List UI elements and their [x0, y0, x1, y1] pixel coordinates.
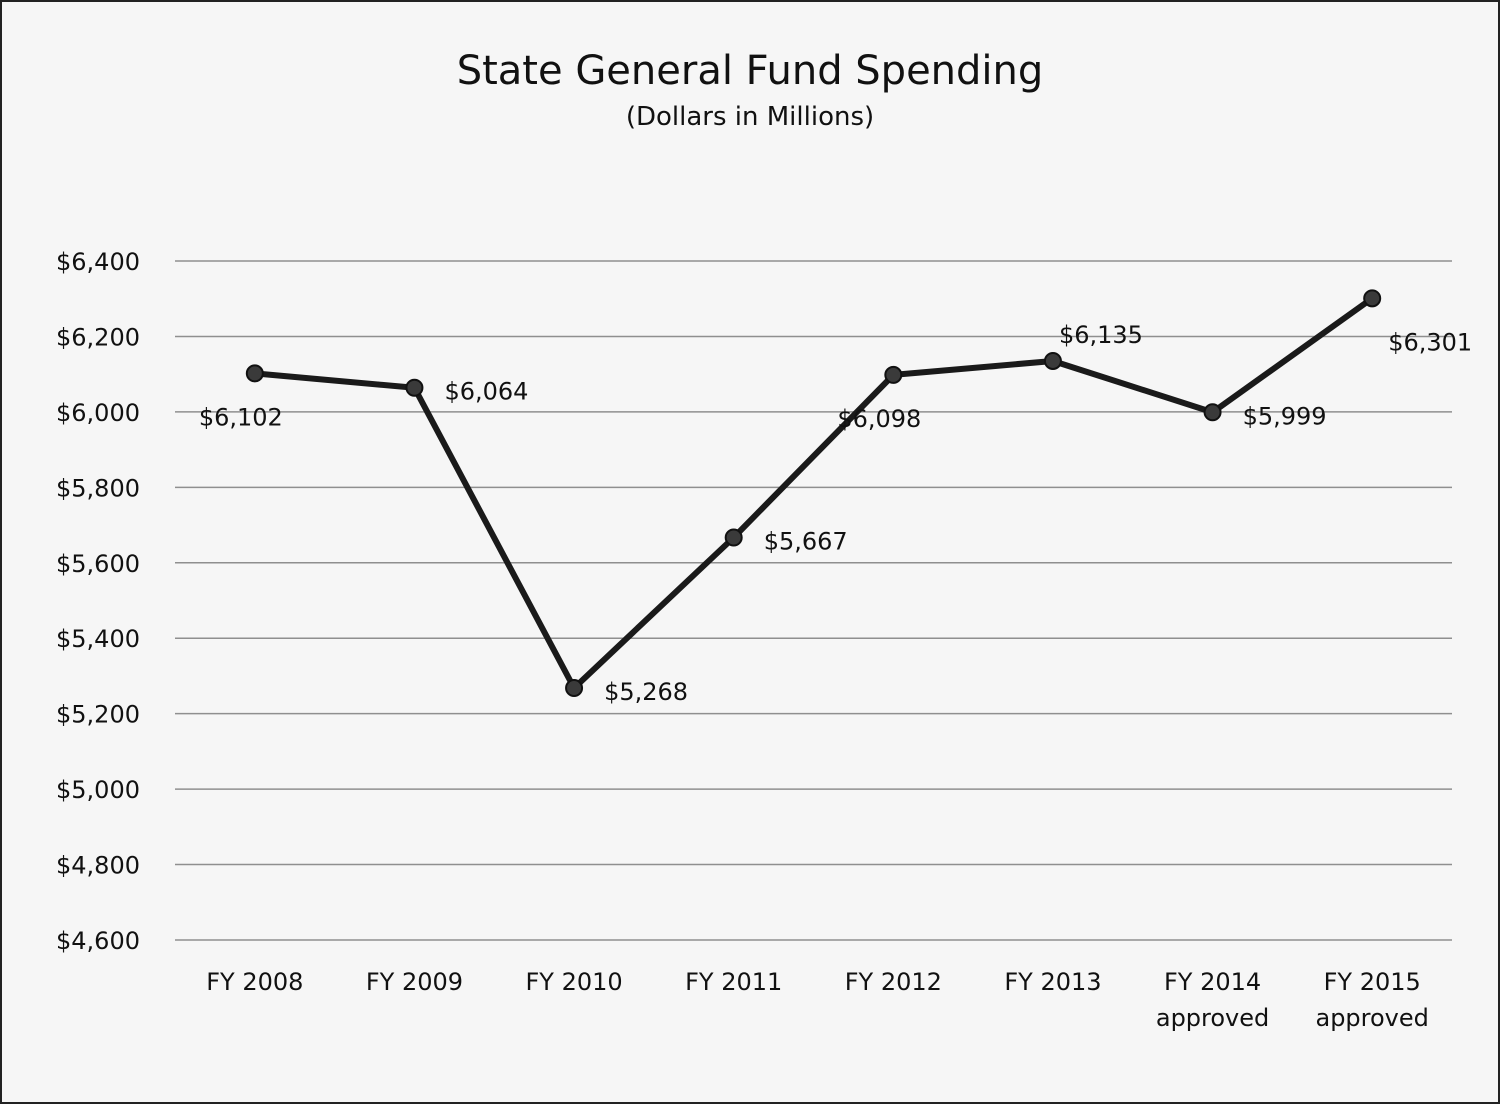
y-tick-label: $6,200: [56, 323, 140, 351]
data-label: $6,064: [444, 378, 528, 406]
series-line: [251, 295, 1376, 692]
x-category-label: FY 2010: [525, 968, 622, 996]
x-category-label: FY 2012: [845, 968, 942, 996]
y-tick-label: $6,400: [56, 248, 140, 276]
data-point: [1203, 403, 1222, 422]
x-axis-categories: FY 2008 FY 2009 FY 2010 FY 2011 FY 2012 FY 20…: [206, 968, 1429, 1032]
y-tick-label: $5,000: [56, 776, 140, 804]
data-label: $5,268: [604, 678, 688, 706]
y-tick-label: $5,800: [56, 474, 140, 502]
data-series: [245, 289, 1382, 698]
data-label: $5,999: [1243, 402, 1327, 430]
data-point: [565, 679, 584, 698]
data-label: $6,301: [1388, 328, 1472, 356]
gridlines: [175, 260, 1452, 941]
chart-subtitle: (Dollars in Millions): [626, 102, 874, 132]
data-point: [1363, 289, 1382, 308]
data-labels: $6,102 $6,064 $5,268 $5,667 $6,098 $6,135 $5,9…: [199, 321, 1472, 706]
x-category-label: FY 2011: [685, 968, 782, 996]
x-category-label: FY 2014 approved: [1156, 968, 1269, 1032]
data-label: $5,667: [764, 528, 848, 556]
x-category-label: FY 2013: [1004, 968, 1101, 996]
data-point: [405, 378, 424, 397]
x-category-label: FY 2015 approved: [1315, 968, 1428, 1032]
y-tick-label: $6,000: [56, 399, 140, 427]
data-point: [724, 528, 743, 547]
y-tick-label: $5,400: [56, 625, 140, 653]
x-category-label: FY 2008: [206, 968, 303, 996]
chart-title: State General Fund Spending: [457, 48, 1044, 94]
data-label: $6,102: [199, 403, 283, 431]
y-tick-label: $4,600: [56, 927, 140, 955]
data-point: [884, 365, 903, 384]
data-point: [1043, 351, 1062, 370]
data-label: $6,135: [1059, 321, 1143, 349]
y-tick-label: $5,200: [56, 701, 140, 729]
data-label: $6,098: [837, 405, 921, 433]
y-tick-label: $4,800: [56, 852, 140, 880]
x-category-label: FY 2009: [366, 968, 463, 996]
data-point: [245, 364, 264, 383]
y-axis-ticks: $4,600 $4,800 $5,000 $5,200 $5,400 $5,600 $5,8…: [56, 248, 140, 955]
y-tick-label: $5,600: [56, 550, 140, 578]
